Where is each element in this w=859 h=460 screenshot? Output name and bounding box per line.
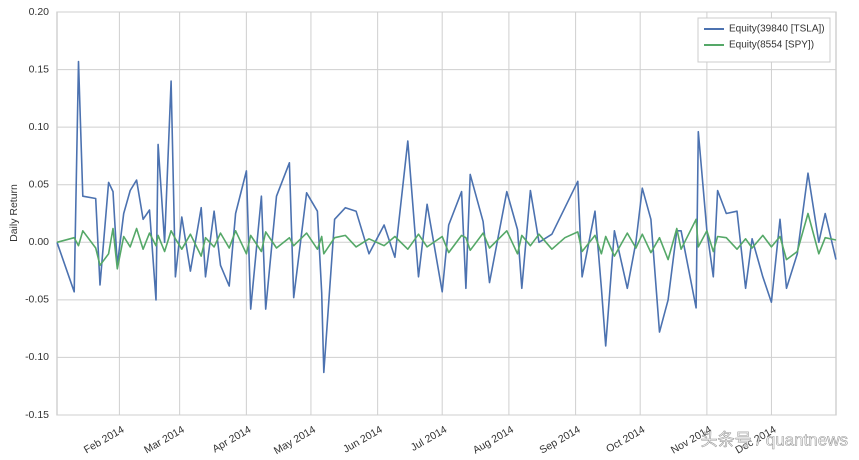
x-tick-label: Jul 2014 bbox=[409, 424, 450, 454]
y-tick-label: 0.05 bbox=[29, 178, 50, 190]
y-tick-label: -0.10 bbox=[25, 351, 49, 363]
y-axis-label: Daily Return bbox=[8, 184, 20, 242]
x-tick-label: Oct 2014 bbox=[604, 424, 647, 456]
x-tick-label: Mar 2014 bbox=[142, 424, 187, 457]
y-tick-label: 0.20 bbox=[29, 6, 50, 18]
y-tick-label: 0.15 bbox=[29, 63, 50, 75]
y-tick-label: -0.15 bbox=[25, 409, 49, 421]
x-tick-label: Jun 2014 bbox=[341, 424, 385, 456]
y-tick-label: 0.10 bbox=[29, 121, 50, 133]
series-line bbox=[56, 212, 837, 270]
legend-box bbox=[697, 17, 831, 63]
legend-label: Equity(8554 [SPY]) bbox=[729, 40, 814, 51]
x-tick-label: Aug 2014 bbox=[471, 424, 516, 457]
x-tick-label: Apr 2014 bbox=[210, 424, 253, 456]
x-tick-label: Feb 2014 bbox=[82, 424, 127, 457]
x-tick-label: Sep 2014 bbox=[538, 424, 583, 457]
legend: Equity(39840 [TSLA]) Equity(8554 [SPY]) bbox=[697, 17, 831, 63]
legend-label: Equity(39840 [TSLA]) bbox=[729, 24, 825, 35]
y-tick-label: 0.00 bbox=[29, 236, 50, 248]
y-tick-label: -0.05 bbox=[25, 294, 49, 306]
watermark: 头条号 / quantnews bbox=[701, 430, 848, 449]
x-tick-label: May 2014 bbox=[272, 424, 318, 458]
series-line bbox=[56, 60, 837, 374]
